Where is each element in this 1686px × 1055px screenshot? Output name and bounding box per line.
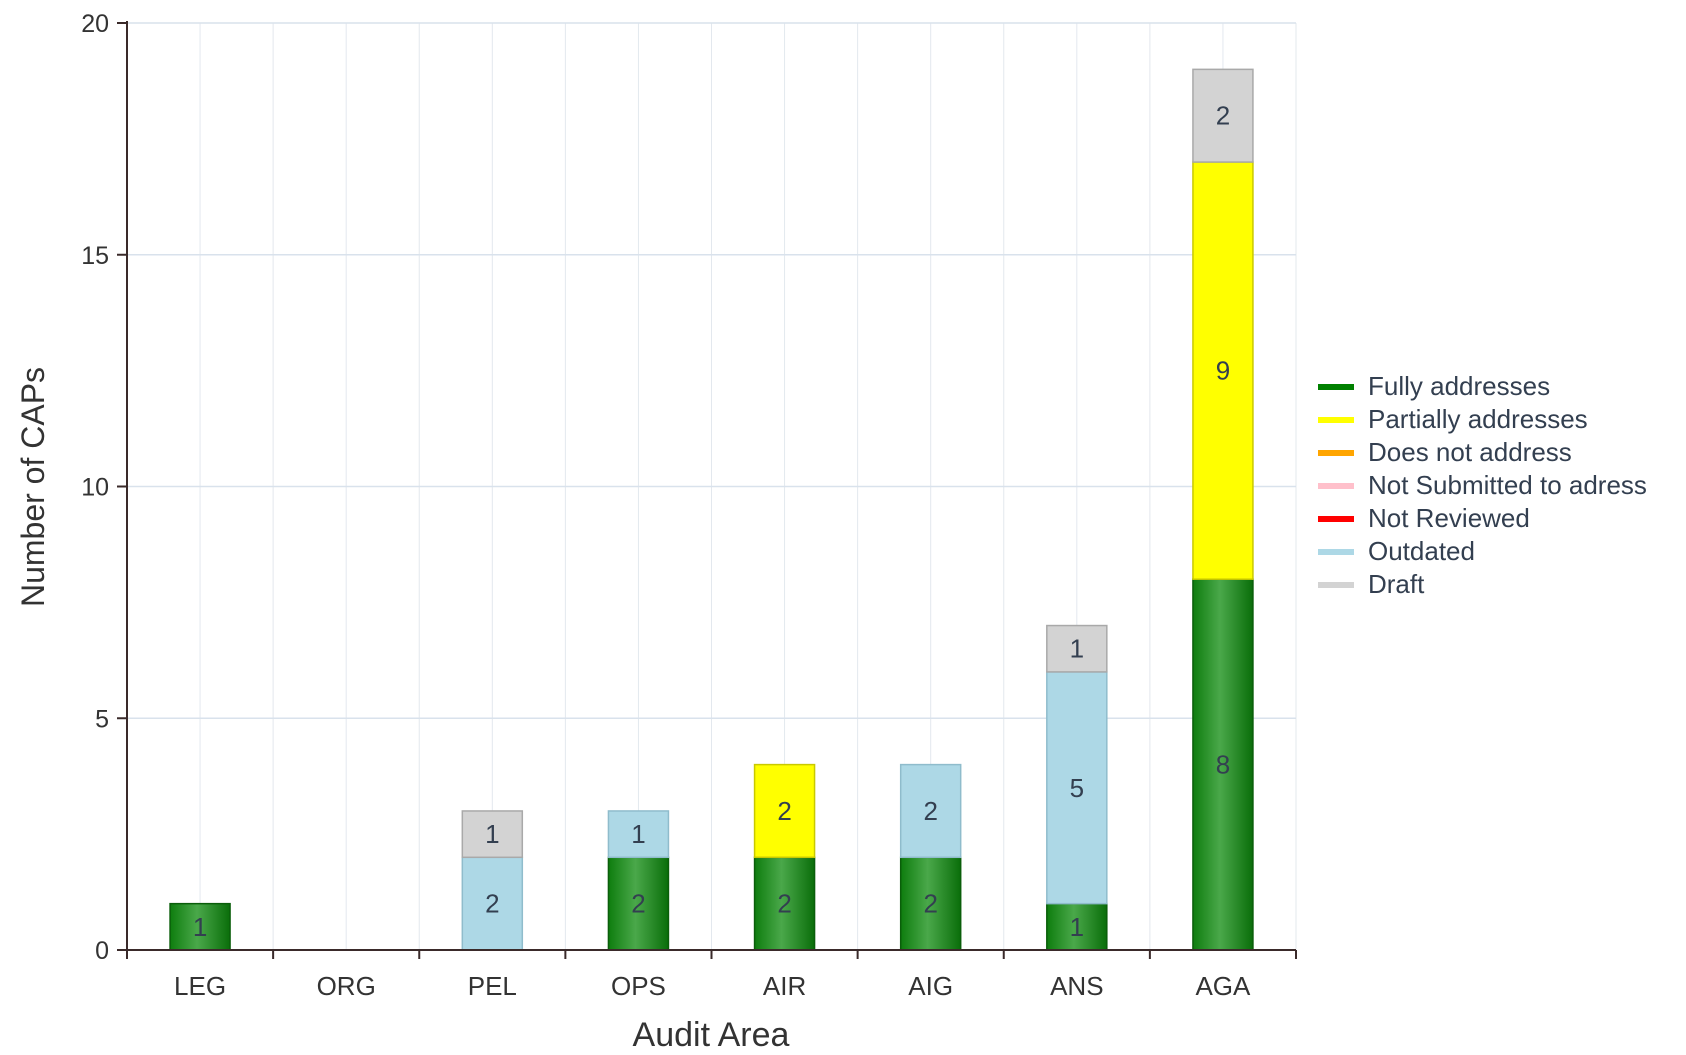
legend-label: Outdated xyxy=(1368,536,1475,566)
legend-item[interactable]: Outdated xyxy=(1318,535,1647,568)
bar-segment-ops-outdated xyxy=(607,810,670,859)
data-label: 1 xyxy=(1070,634,1084,664)
bar-segment-ans-draft xyxy=(1046,624,1108,673)
bar-segment-pel-outdated xyxy=(461,856,524,951)
x-tick-label: OPS xyxy=(611,971,666,1001)
bar-segment-pel-draft xyxy=(461,810,524,859)
data-label: 2 xyxy=(923,889,937,919)
y-tick-label: 20 xyxy=(81,10,109,38)
data-label: 8 xyxy=(1216,750,1230,780)
x-tick-label: ORG xyxy=(317,971,376,1001)
legend-item[interactable]: Draft xyxy=(1318,568,1647,601)
data-label: 1 xyxy=(485,819,499,849)
x-tick-label: AGA xyxy=(1195,971,1251,1001)
x-tick-label: LEG xyxy=(174,971,226,1001)
legend-label: Does not address xyxy=(1368,437,1572,467)
y-tick-label: 0 xyxy=(95,937,109,965)
data-label: 2 xyxy=(1216,101,1230,131)
data-label: 1 xyxy=(193,912,207,942)
data-label: 2 xyxy=(777,796,791,826)
data-labels: 1 2 1 2 1 2 2 2 2 1 5 1 8 9 2 xyxy=(193,101,1230,942)
bar-segment-aga-fully-addresses xyxy=(1192,578,1254,951)
legend-swatch xyxy=(1318,416,1354,423)
bar-segment-aga-partially-addresses xyxy=(1192,161,1254,580)
y-axis-title: Number of CAPs xyxy=(15,367,51,607)
legend: Fully addresses Partially addresses Does n… xyxy=(1318,370,1647,601)
data-label: 2 xyxy=(923,796,937,826)
data-label: 1 xyxy=(1070,912,1084,942)
legend-swatch xyxy=(1318,383,1354,390)
legend-item[interactable]: Does not address xyxy=(1318,436,1647,469)
legend-swatch xyxy=(1318,581,1354,588)
bar-segment-aig-outdated xyxy=(899,763,962,859)
legend-swatch xyxy=(1318,515,1354,522)
legend-item[interactable]: Not Reviewed xyxy=(1318,502,1647,535)
x-tick-label: AIG xyxy=(908,971,953,1001)
legend-item[interactable]: Partially addresses xyxy=(1318,403,1647,436)
x-tick-label: AIR xyxy=(763,971,806,1001)
bar-segment-ops-fully-addresses xyxy=(607,856,670,951)
bar-segment-aga-draft xyxy=(1192,68,1254,163)
legend-swatch xyxy=(1318,548,1354,555)
data-label: 2 xyxy=(485,889,499,919)
y-tick-label: 10 xyxy=(81,474,109,502)
data-label: 5 xyxy=(1070,773,1084,803)
legend-item[interactable]: Not Submitted to adress xyxy=(1318,469,1647,502)
data-label: 2 xyxy=(777,889,791,919)
bar-segment-ans-outdated xyxy=(1046,671,1108,905)
legend-swatch xyxy=(1318,449,1354,456)
y-tick-label: 5 xyxy=(95,705,109,733)
bar-segments xyxy=(169,68,1254,951)
legend-label: Not Submitted to adress xyxy=(1368,470,1647,500)
grid-lines xyxy=(127,22,1297,950)
x-axis-title: Audit Area xyxy=(633,1016,790,1054)
data-label: 2 xyxy=(631,889,645,919)
legend-label: Fully addresses xyxy=(1368,371,1551,401)
y-tick-label: 15 xyxy=(81,242,109,270)
x-tick-label: PEL xyxy=(468,971,517,1001)
legend-label: Draft xyxy=(1368,569,1425,599)
bar-segment-aig-fully-addresses xyxy=(899,856,962,951)
bar-segment-air-partially-addresses xyxy=(753,763,816,859)
data-label: 9 xyxy=(1216,356,1230,386)
legend-item[interactable]: Fully addresses xyxy=(1318,370,1647,403)
x-tick-label: ANS xyxy=(1050,971,1103,1001)
legend-swatch xyxy=(1318,482,1354,489)
legend-label: Partially addresses xyxy=(1368,404,1588,434)
legend-label: Not Reviewed xyxy=(1368,503,1530,533)
data-label: 1 xyxy=(631,819,645,849)
